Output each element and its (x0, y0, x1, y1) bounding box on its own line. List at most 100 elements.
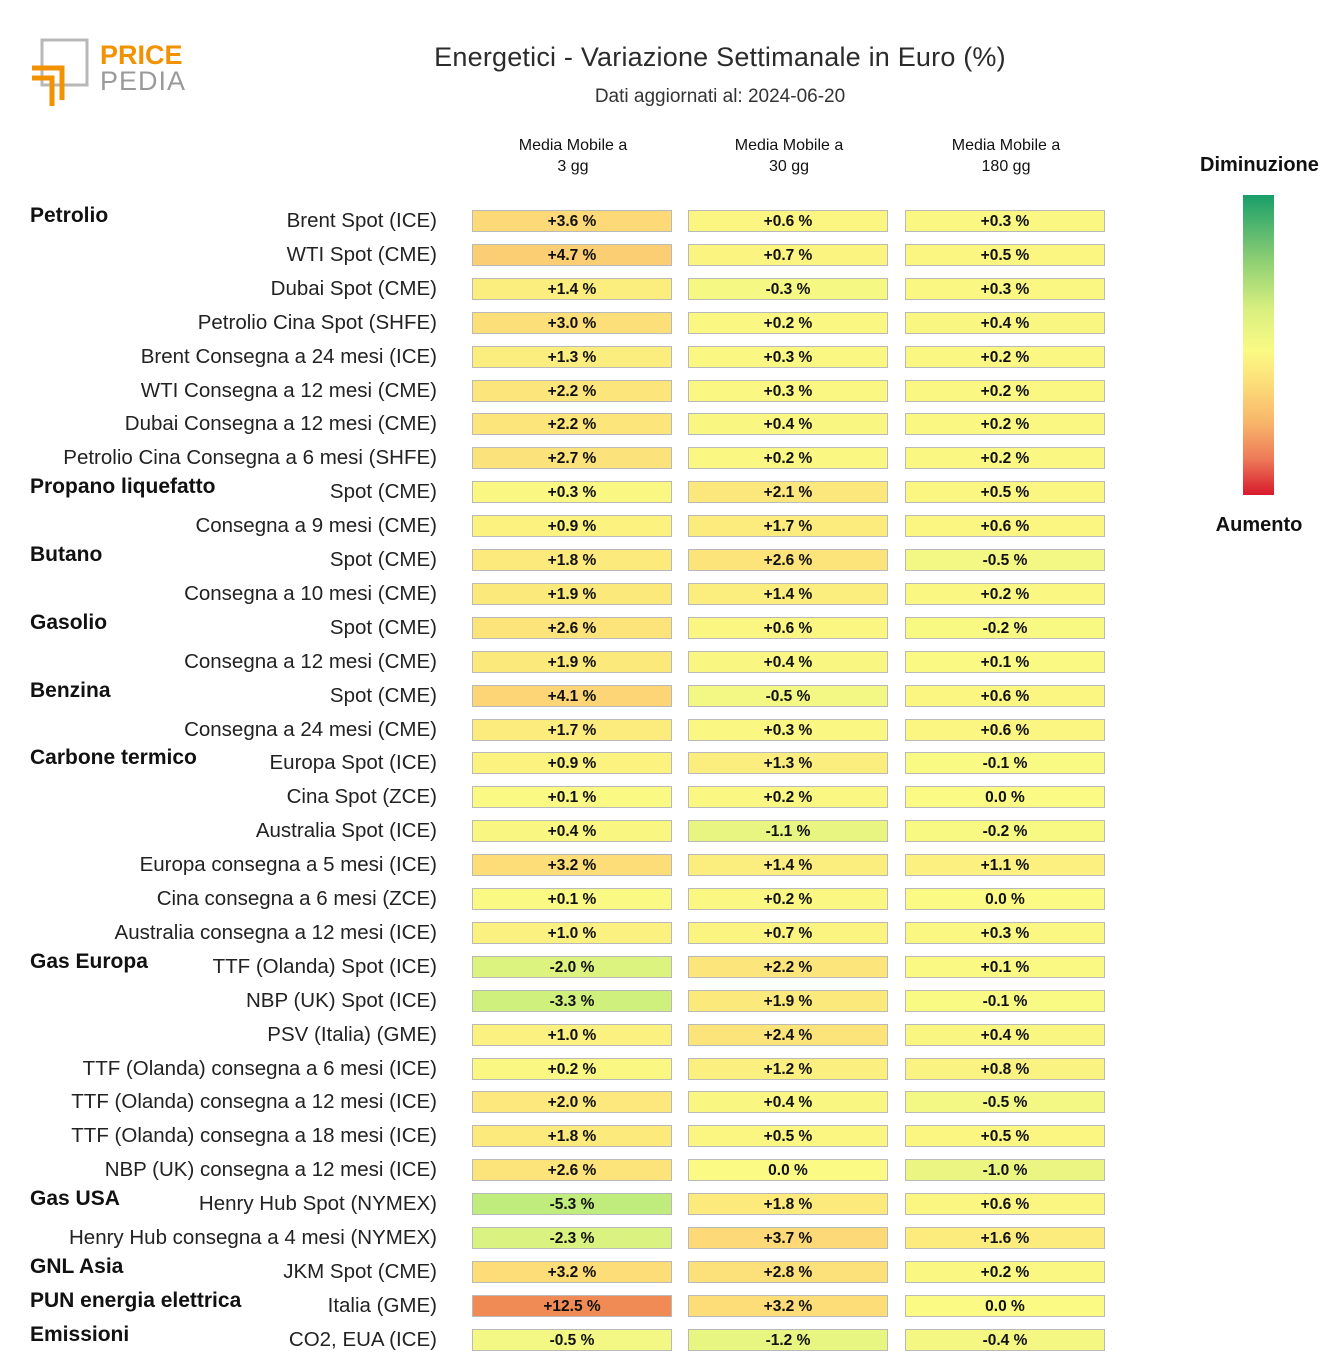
heatmap-cell: -0.1 % (905, 752, 1105, 775)
heatmap-cell: +2.8 % (688, 1260, 888, 1283)
heatmap-cell: -5.3 % (472, 1193, 672, 1216)
heatmap-cell: +0.4 % (905, 311, 1105, 334)
pricepedia-logo: PRICE PEDIA (30, 38, 190, 110)
heatmap-cell: -1.0 % (905, 1159, 1105, 1182)
row-label: CO2, EUA (ICE) (288, 1327, 437, 1351)
heatmap-cell: +2.6 % (472, 616, 672, 639)
column-header-2: Media Mobile a 30 gg (734, 137, 844, 175)
heatmap-cell: +0.4 % (688, 413, 888, 436)
heatmap-cell: +3.2 % (472, 854, 672, 877)
heatmap-cell: -3.3 % (472, 989, 672, 1012)
heatmap-cell: -0.1 % (905, 989, 1105, 1012)
heatmap-cell: +0.2 % (688, 786, 888, 809)
heatmap-cell: +1.9 % (472, 582, 672, 605)
heatmap-cell: +0.4 % (688, 650, 888, 673)
heatmap-cell: +1.4 % (688, 582, 888, 605)
heatmap-cell: +1.7 % (472, 718, 672, 741)
row-label: PSV (Italia) (GME) (267, 1022, 437, 1046)
heatmap-cell: 0.0 % (905, 1294, 1105, 1317)
heatmap-cell: 0.0 % (905, 888, 1105, 910)
heatmap-cell: +3.6 % (472, 210, 672, 232)
row-label: Petrolio Cina Spot (SHFE) (197, 310, 437, 334)
row-label: Italia (GME) (327, 1293, 437, 1317)
heatmap-cell: -2.0 % (472, 955, 672, 978)
row-label: Europa Spot (ICE) (269, 751, 438, 775)
row-label: Europa consegna a 5 mesi (ICE) (139, 853, 437, 877)
row-label: Consegna a 12 mesi (CME) (184, 649, 437, 673)
row-label: Brent Spot (ICE) (286, 209, 437, 232)
heatmap-cell: +0.2 % (472, 1057, 672, 1080)
heatmap-cell: +3.7 % (688, 1227, 888, 1249)
heatmap-cell: +0.4 % (688, 1091, 888, 1114)
row-label: Australia Spot (ICE) (255, 819, 437, 843)
heatmap-cell: +1.6 % (905, 1227, 1105, 1249)
row-label: NBP (UK) Spot (ICE) (246, 988, 437, 1012)
legend-label-bottom: Aumento (1215, 514, 1303, 536)
heatmap-cell: +0.7 % (688, 921, 888, 944)
row-label: Spot (CME) (329, 548, 437, 571)
group-label: Gas Europa (30, 949, 148, 973)
heatmap-cell: +0.1 % (905, 650, 1105, 673)
heatmap-cell: +0.4 % (905, 1023, 1105, 1046)
heatmap-cell: +3.0 % (472, 311, 672, 334)
heatmap-cell: -1.2 % (688, 1328, 888, 1351)
group-label: Emissioni (30, 1322, 130, 1346)
group-label: PUN energia elettrica (30, 1288, 242, 1312)
heatmap-cell: +0.2 % (688, 311, 888, 334)
heatmap-cell: 0.0 % (688, 1159, 888, 1182)
heatmap-cell: -0.2 % (905, 616, 1105, 639)
row-label: TTF (Olanda) Spot (ICE) (212, 954, 437, 978)
heatmap-cell: +4.1 % (472, 684, 672, 707)
heatmap-cell: +0.3 % (472, 481, 672, 504)
heatmap-cell: +0.8 % (905, 1057, 1105, 1080)
heatmap-cell: +0.5 % (905, 1125, 1105, 1148)
heatmap-cell: 0.0 % (905, 786, 1105, 809)
chart-subtitle: Dati aggiornati al: 2024-06-20 (594, 86, 846, 107)
row-label: Spot (CME) (329, 615, 437, 639)
row-label: TTF (Olanda) consegna a 18 mesi (ICE) (71, 1124, 437, 1148)
heatmap-cell: +0.7 % (688, 243, 888, 266)
group-label: GNL Asia (30, 1254, 124, 1278)
column-header-3: Media Mobile a 180 gg (951, 137, 1061, 175)
heatmap-cell: +0.1 % (472, 786, 672, 809)
heatmap-cell: -0.5 % (905, 1091, 1105, 1114)
heatmap-cell: +0.2 % (905, 1260, 1105, 1283)
heatmap-cell: +0.6 % (905, 718, 1105, 741)
logo-text-bottom: PEDIA (100, 66, 186, 96)
row-label: WTI Consegna a 12 mesi (CME) (140, 378, 437, 402)
heatmap-cell: +1.3 % (472, 345, 672, 368)
heatmap-cell: -0.4 % (905, 1328, 1105, 1351)
heatmap-cell: +0.9 % (472, 515, 672, 538)
heatmap-cell: -0.3 % (688, 277, 888, 300)
heatmap-cell: +2.2 % (472, 413, 672, 436)
group-label: Gasolio (30, 610, 108, 634)
row-label: Australia consegna a 12 mesi (ICE) (114, 920, 437, 944)
heatmap-cell: +1.3 % (688, 752, 888, 775)
heatmap-cell: +12.5 % (472, 1294, 672, 1317)
heatmap-cell: +0.6 % (688, 210, 888, 232)
heatmap-cell: +0.2 % (905, 447, 1105, 470)
heatmap-cell: -0.5 % (472, 1328, 672, 1351)
legend-label-top: Diminuzione (1200, 154, 1319, 176)
heatmap-cell: +0.3 % (905, 921, 1105, 944)
heatmap-cell: +0.3 % (688, 718, 888, 741)
heatmap-cell: +2.7 % (472, 447, 672, 470)
heatmap-cell: +2.2 % (472, 379, 672, 402)
heatmap-cell: +0.2 % (688, 888, 888, 910)
heatmap-cell: +0.3 % (905, 210, 1105, 232)
heatmap-cell: +0.4 % (472, 820, 672, 843)
heatmap-cell: +0.1 % (472, 888, 672, 910)
heatmap-cell: +0.5 % (905, 481, 1105, 504)
heatmap-cell: +0.2 % (905, 582, 1105, 605)
heatmap-cell: +0.3 % (905, 277, 1105, 300)
heatmap-cell: -0.2 % (905, 820, 1105, 843)
heatmap-cell: +0.6 % (905, 1193, 1105, 1216)
group-label: Benzina (30, 678, 111, 702)
heatmap-cell: +0.6 % (905, 684, 1105, 707)
row-label: Dubai Consegna a 12 mesi (CME) (124, 412, 437, 436)
row-label: Dubai Spot (CME) (270, 276, 437, 300)
heatmap-cell: +1.8 % (472, 1125, 672, 1148)
heatmap-cell: +0.3 % (688, 345, 888, 368)
heatmap-cell: +0.5 % (905, 243, 1105, 266)
